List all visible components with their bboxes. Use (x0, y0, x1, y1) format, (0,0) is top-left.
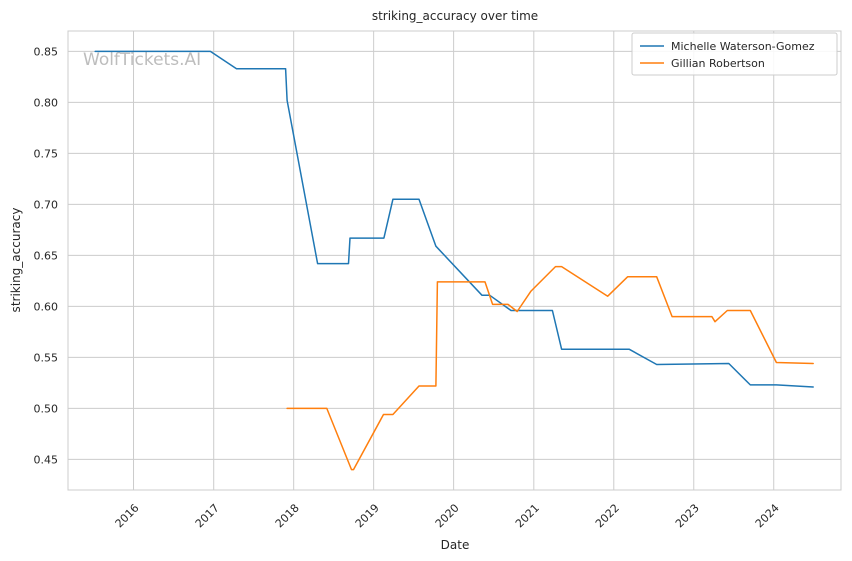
y-tick-label: 0.80 (34, 96, 59, 109)
y-tick-label: 0.50 (34, 402, 59, 415)
series-lines (94, 50, 814, 471)
x-tick-label: 2024 (753, 501, 782, 530)
x-tick-label: 2023 (673, 501, 702, 530)
x-tick-label: 2018 (273, 501, 302, 530)
x-tick-label: 2022 (593, 501, 622, 530)
x-tick-label: 2017 (193, 501, 222, 530)
series-line-1 (94, 50, 814, 388)
series-line-2 (286, 265, 814, 471)
y-tick-label: 0.45 (34, 453, 59, 466)
x-tick-label: 2019 (353, 501, 382, 530)
x-axis-label: Date (441, 538, 470, 552)
legend-label-2: Gillian Robertson (671, 57, 765, 70)
y-tick-label: 0.65 (34, 249, 59, 262)
x-tick-label: 2020 (433, 501, 462, 530)
y-axis-label: striking_accuracy (9, 208, 23, 313)
watermark-text: WolfTickets.AI (83, 50, 201, 70)
legend: Michelle Waterson-Gomez Gillian Robertson (631, 32, 838, 76)
legend-box (631, 32, 838, 76)
grid (68, 31, 841, 490)
y-tick-label: 0.60 (34, 300, 59, 313)
y-tick-label: 0.55 (34, 351, 59, 364)
x-tick-label: 2021 (513, 501, 542, 530)
y-tick-label: 0.70 (34, 198, 59, 211)
y-axis-ticks: 0.45 0.50 0.55 0.60 0.65 0.70 0.75 0.80 0.85 (34, 45, 59, 466)
legend-label-1: Michelle Waterson-Gomez (671, 40, 815, 53)
y-tick-label: 0.85 (34, 45, 59, 58)
x-axis-ticks: 2016 2017 2018 2019 2020 2021 2022 2023 2024 (113, 501, 782, 530)
x-tick-label: 2016 (113, 501, 142, 530)
y-tick-label: 0.75 (34, 147, 59, 160)
chart-title: striking_accuracy over time (372, 9, 538, 23)
plot-area-frame (67, 30, 842, 491)
